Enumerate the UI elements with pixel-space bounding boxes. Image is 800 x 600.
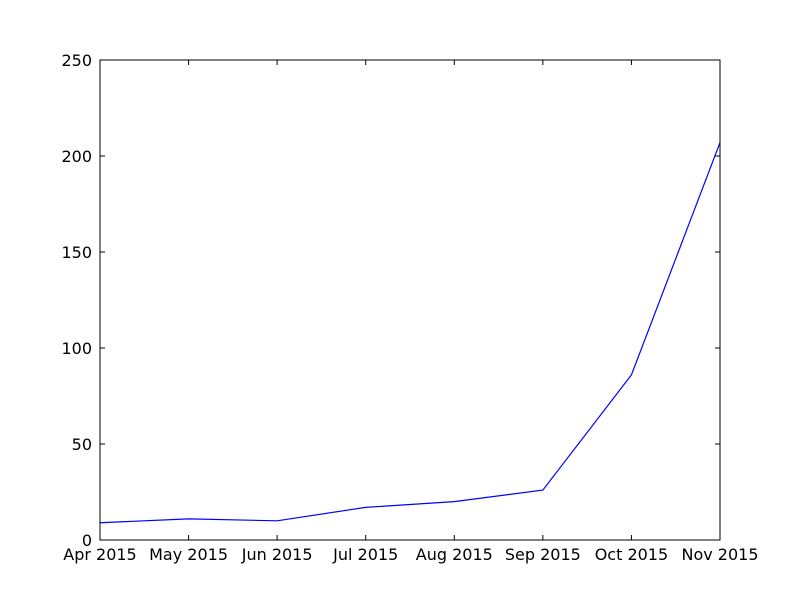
y-tick-label: 100 — [61, 339, 92, 358]
x-tick-label: Jul 2015 — [332, 545, 398, 564]
x-tick-label: Oct 2015 — [595, 545, 668, 564]
x-tick-label: Aug 2015 — [416, 545, 493, 564]
x-tick-label: Jun 2015 — [241, 545, 313, 564]
y-tick-label: 200 — [61, 147, 92, 166]
y-tick-label: 50 — [72, 435, 92, 454]
x-tick-label: Apr 2015 — [63, 545, 136, 564]
x-tick-label: Nov 2015 — [681, 545, 758, 564]
x-tick-label: May 2015 — [149, 545, 228, 564]
series-line — [99, 142, 721, 524]
tick-labels-layer: 0 50 100 150 200 250 Apr 2015 May 2015 Jun 2015 J… — [61, 51, 758, 564]
y-tick-label: 0 — [82, 531, 92, 550]
x-tick-label: Sep 2015 — [505, 545, 581, 564]
plot-background — [100, 60, 720, 540]
y-tick-label: 150 — [61, 243, 92, 262]
plot-frame — [99, 59, 721, 541]
y-tick-label: 250 — [61, 51, 92, 70]
